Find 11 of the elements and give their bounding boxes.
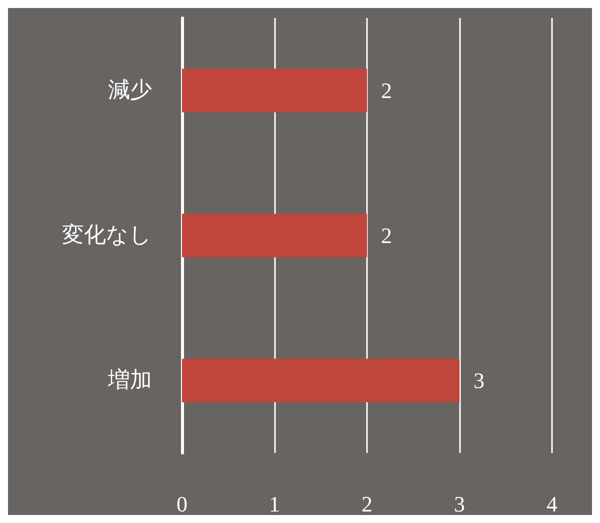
x-tick-label: 1 <box>269 492 280 516</box>
x-tick-label: 4 <box>546 492 558 516</box>
x-tick-label: 2 <box>362 492 372 516</box>
x-tick-label: 0 <box>176 492 188 516</box>
y-tick-label: 減少 <box>108 78 152 103</box>
y-tick-label: 増加 <box>107 368 152 393</box>
data-label: 3 <box>474 368 484 393</box>
data-label: 2 <box>381 223 392 248</box>
data-label: 2 <box>381 78 392 103</box>
x-tick-label: 3 <box>454 492 465 516</box>
y-tick-label: 変化なし <box>62 223 152 248</box>
